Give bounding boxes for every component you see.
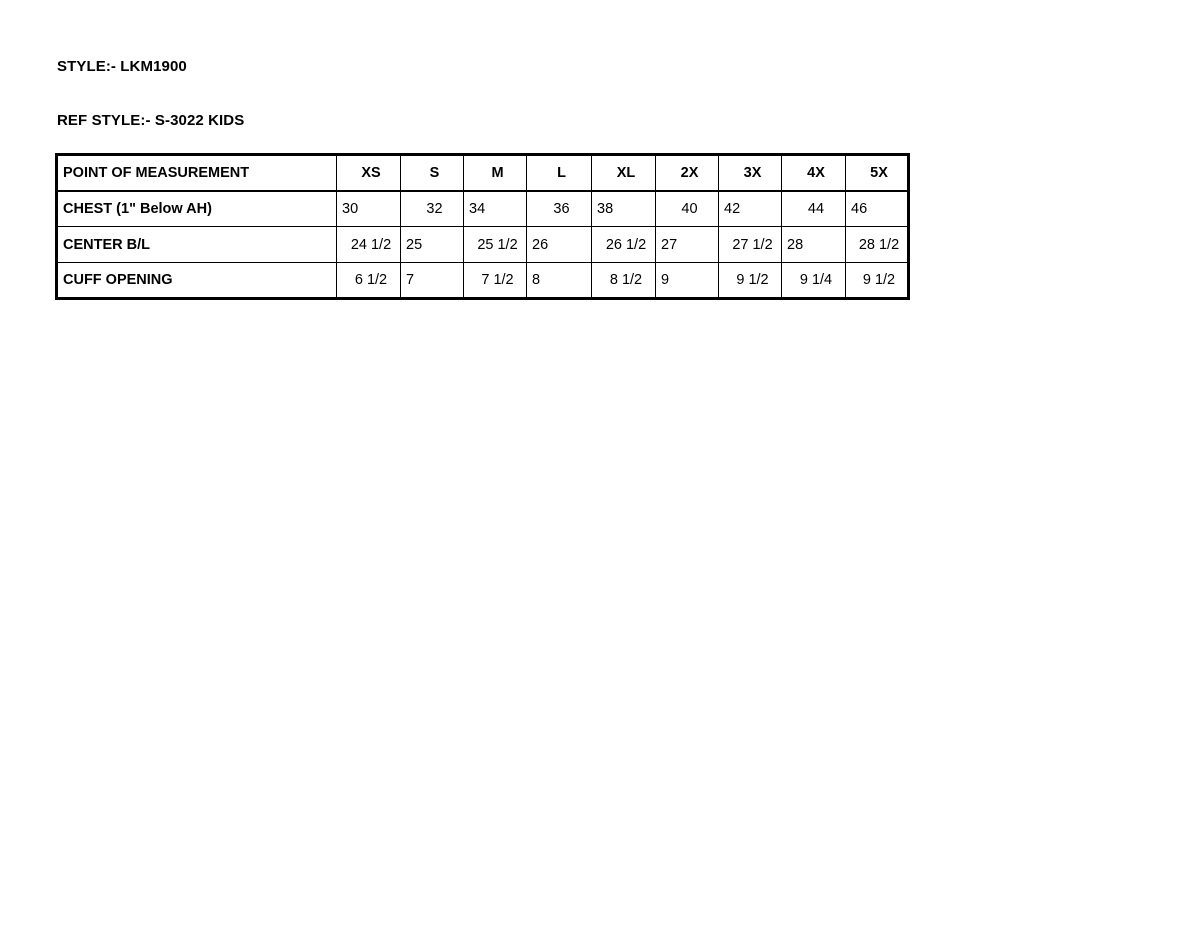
cell-chest-5x: 46 — [845, 190, 910, 227]
cell-cuff-opening-l: 8 — [526, 262, 592, 300]
cell-cuff-opening-s: 7 — [400, 262, 464, 300]
row-label-chest: CHEST (1" Below AH) — [55, 190, 337, 227]
table-header-row: POINT OF MEASUREMENT XS S M L XL 2X 3X 4… — [55, 153, 910, 192]
cell-center-bl-3x: 27 1/2 — [718, 226, 782, 263]
cell-center-bl-xl: 26 1/2 — [591, 226, 656, 263]
column-header-s: S — [400, 153, 464, 192]
cell-center-bl-s: 25 — [400, 226, 464, 263]
column-header-l: L — [526, 153, 592, 192]
row-label-center-bl: CENTER B/L — [55, 226, 337, 263]
column-header-5x: 5X — [845, 153, 910, 192]
cell-center-bl-xs: 24 1/2 — [336, 226, 401, 263]
cell-center-bl-4x: 28 — [781, 226, 846, 263]
cell-chest-3x: 42 — [718, 190, 782, 227]
column-header-4x: 4X — [781, 153, 846, 192]
cell-cuff-opening-5x: 9 1/2 — [845, 262, 910, 300]
cell-chest-m: 34 — [463, 190, 527, 227]
cell-chest-4x: 44 — [781, 190, 846, 227]
cell-center-bl-m: 25 1/2 — [463, 226, 527, 263]
column-header-2x: 2X — [655, 153, 719, 192]
cell-cuff-opening-2x: 9 — [655, 262, 719, 300]
column-header-m: M — [463, 153, 527, 192]
cell-chest-xl: 38 — [591, 190, 656, 227]
column-header-xs: XS — [336, 153, 401, 192]
cell-center-bl-2x: 27 — [655, 226, 719, 263]
size-specification-table: POINT OF MEASUREMENT XS S M L XL 2X 3X 4… — [55, 153, 910, 300]
cell-chest-2x: 40 — [655, 190, 719, 227]
cell-chest-xs: 30 — [336, 190, 401, 227]
column-header-point-of-measurement: POINT OF MEASUREMENT — [55, 153, 337, 192]
style-code-line: STYLE:- LKM1900 — [57, 58, 187, 75]
cell-cuff-opening-m: 7 1/2 — [463, 262, 527, 300]
table-row: CHEST (1" Below AH) 30 32 34 36 38 40 42… — [55, 190, 910, 227]
cell-center-bl-l: 26 — [526, 226, 592, 263]
column-header-xl: XL — [591, 153, 656, 192]
table-row: CENTER B/L 24 1/2 25 25 1/2 26 26 1/2 27… — [55, 226, 910, 263]
column-header-3x: 3X — [718, 153, 782, 192]
cell-cuff-opening-xl: 8 1/2 — [591, 262, 656, 300]
cell-center-bl-5x: 28 1/2 — [845, 226, 910, 263]
ref-style-code-line: REF STYLE:- S-3022 KIDS — [57, 112, 245, 129]
row-label-cuff-opening: CUFF OPENING — [55, 262, 337, 300]
table-row: CUFF OPENING 6 1/2 7 7 1/2 8 8 1/2 9 9 1… — [55, 262, 910, 300]
cell-cuff-opening-3x: 9 1/2 — [718, 262, 782, 300]
cell-cuff-opening-4x: 9 1/4 — [781, 262, 846, 300]
cell-chest-l: 36 — [526, 190, 592, 227]
cell-chest-s: 32 — [400, 190, 464, 227]
cell-cuff-opening-xs: 6 1/2 — [336, 262, 401, 300]
